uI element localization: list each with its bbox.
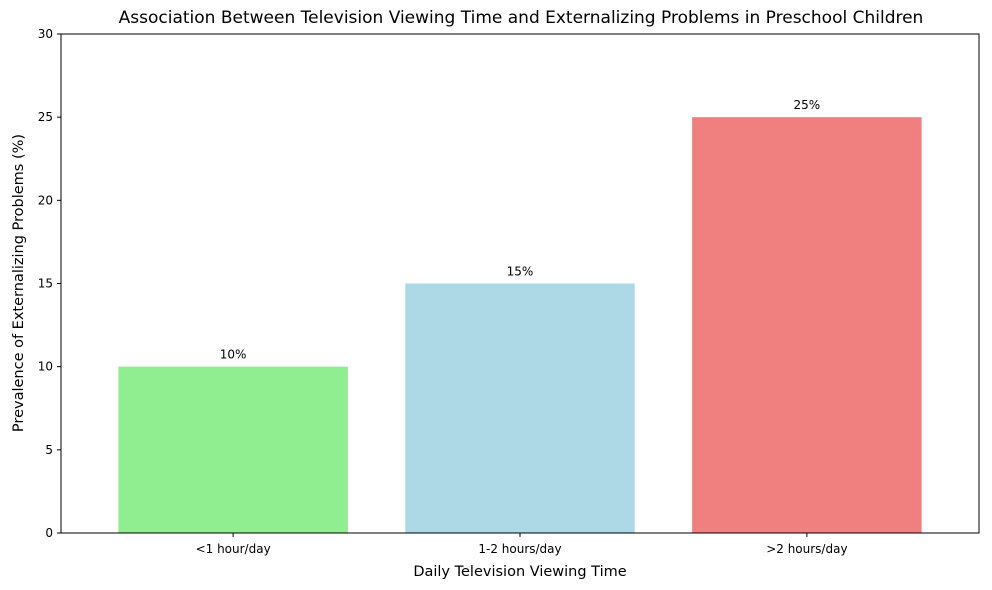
y-axis-label: Prevalence of Externalizing Problems (%) [11, 134, 27, 432]
data-label-1: 15% [507, 265, 534, 279]
x-tick-label-0: <1 hour/day [196, 542, 271, 556]
y-tick-label-2: 10 [38, 360, 53, 374]
y-tick-label-3: 15 [38, 277, 53, 291]
y-tick-label-4: 20 [38, 193, 53, 207]
bar-1 [405, 283, 635, 533]
y-tick-label-6: 30 [38, 27, 53, 41]
y-tick-label-0: 0 [45, 526, 53, 540]
plot-area: 10% <1 hour/day 15% 1-2 hours/day 25% >2 hour… [38, 27, 980, 556]
y-tick-label-5: 25 [38, 110, 53, 124]
y-tick-label-1: 5 [45, 443, 53, 457]
x-axis-label: Daily Television Viewing Time [413, 564, 626, 580]
bar-0 [118, 366, 348, 533]
data-label-0: 10% [220, 348, 247, 362]
data-label-2: 25% [794, 98, 821, 112]
x-tick-label-1: 1-2 hours/day [478, 542, 561, 556]
plot-frame [60, 33, 980, 534]
chart-title: Association Between Television Viewing T… [119, 8, 924, 28]
bar-2 [692, 117, 922, 534]
x-tick-label-2: >2 hours/day [766, 542, 847, 556]
